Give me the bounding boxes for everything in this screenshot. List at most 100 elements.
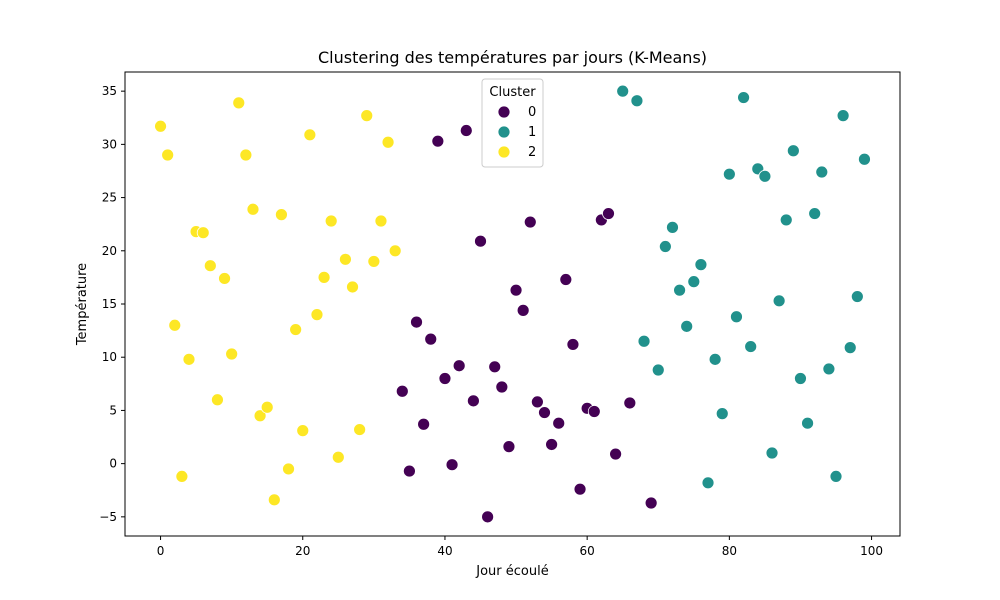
data-point-cluster-2 — [246, 202, 260, 216]
y-tick-label: −5 — [99, 510, 117, 524]
data-point-cluster-0 — [602, 207, 615, 220]
data-point-cluster-2 — [374, 214, 388, 228]
legend-label: 1 — [528, 125, 536, 140]
chart-title: Clustering des températures par jours (K… — [318, 48, 707, 67]
legend: Cluster 0 1 2 — [481, 78, 544, 168]
x-tick-label: 100 — [860, 544, 883, 558]
x-tick-label: 60 — [580, 544, 595, 558]
data-point-cluster-1 — [744, 340, 758, 353]
y-tick-label: 10 — [102, 350, 117, 364]
data-point-cluster-0 — [516, 303, 530, 317]
data-point-cluster-2 — [346, 280, 359, 294]
data-point-cluster-1 — [808, 207, 822, 220]
data-point-cluster-2 — [296, 424, 310, 438]
data-point-cluster-1 — [779, 213, 793, 227]
data-point-cluster-1 — [794, 372, 807, 385]
y-tick-label: 20 — [102, 244, 117, 258]
data-point-cluster-2 — [253, 409, 267, 423]
data-point-cluster-1 — [658, 240, 672, 253]
data-point-cluster-0 — [445, 458, 459, 472]
points-layer — [154, 84, 871, 524]
legend-label: 0 — [528, 105, 536, 120]
data-point-cluster-1 — [708, 352, 722, 366]
data-point-cluster-0 — [623, 396, 637, 410]
data-point-cluster-2 — [367, 255, 381, 268]
legend-label: 2 — [528, 145, 536, 160]
data-point-cluster-0 — [452, 359, 466, 373]
legend-marker — [497, 105, 511, 119]
data-point-cluster-1 — [829, 470, 843, 483]
data-point-cluster-0 — [488, 360, 502, 374]
data-point-cluster-1 — [843, 341, 857, 355]
data-point-cluster-0 — [403, 464, 416, 478]
x-tick-label: 40 — [437, 544, 452, 558]
data-point-cluster-0 — [573, 482, 587, 496]
data-point-cluster-2 — [324, 214, 338, 228]
data-point-cluster-1 — [680, 319, 694, 333]
data-point-cluster-0 — [395, 384, 409, 398]
data-point-cluster-0 — [609, 447, 622, 461]
data-point-cluster-2 — [175, 470, 189, 483]
data-point-cluster-2 — [203, 259, 217, 273]
data-point-cluster-1 — [772, 294, 786, 308]
y-tick-label: 15 — [102, 297, 117, 311]
data-point-cluster-1 — [687, 275, 701, 289]
legend-marker — [497, 125, 511, 139]
data-point-cluster-0 — [559, 273, 573, 286]
data-point-cluster-2 — [282, 462, 295, 476]
data-point-cluster-0 — [466, 394, 480, 408]
data-point-cluster-0 — [545, 438, 559, 451]
y-tick-label: 0 — [109, 457, 117, 471]
y-tick-label: 5 — [109, 403, 117, 417]
data-point-cluster-1 — [651, 363, 665, 377]
data-point-cluster-1 — [673, 283, 686, 297]
y-axis-title: Température — [75, 263, 90, 346]
y-axis: −5 0 5 10 15 20 25 30 35 — [99, 84, 125, 524]
y-tick-label: 30 — [102, 137, 117, 151]
data-point-cluster-1 — [786, 144, 800, 158]
data-point-cluster-2 — [388, 244, 402, 258]
data-point-cluster-1 — [858, 152, 871, 166]
data-point-cluster-2 — [154, 119, 167, 133]
data-point-cluster-2 — [303, 128, 317, 142]
data-point-cluster-0 — [410, 315, 423, 329]
data-point-cluster-0 — [587, 405, 601, 418]
data-point-cluster-2 — [339, 252, 352, 266]
data-point-cluster-1 — [822, 362, 836, 376]
data-point-cluster-2 — [331, 450, 345, 464]
data-point-cluster-2 — [211, 393, 224, 407]
data-point-cluster-1 — [701, 476, 715, 490]
legend-title: Cluster — [489, 85, 536, 100]
data-point-cluster-1 — [616, 84, 630, 98]
y-tick-label: 25 — [102, 191, 117, 205]
x-axis-title: Jour écoulé — [475, 564, 548, 579]
data-point-cluster-0 — [566, 338, 580, 351]
data-point-cluster-2 — [161, 148, 175, 162]
data-point-cluster-1 — [737, 91, 750, 104]
data-point-cluster-0 — [481, 510, 495, 524]
y-tick-label: 35 — [102, 84, 117, 98]
data-point-cluster-0 — [438, 372, 452, 385]
data-point-cluster-0 — [502, 440, 516, 454]
data-point-cluster-2 — [310, 308, 324, 322]
data-point-cluster-0 — [538, 406, 551, 419]
data-point-cluster-2 — [275, 208, 288, 222]
data-point-cluster-2 — [225, 347, 239, 361]
legend-frame — [481, 78, 544, 168]
data-point-cluster-1 — [730, 310, 743, 324]
data-point-cluster-2 — [317, 270, 331, 284]
data-point-cluster-2 — [168, 318, 182, 332]
data-point-cluster-0 — [495, 380, 509, 394]
data-point-cluster-2 — [353, 423, 367, 436]
data-point-cluster-1 — [637, 334, 651, 348]
data-point-cluster-0 — [509, 283, 523, 297]
data-point-cluster-0 — [552, 416, 566, 430]
data-point-cluster-1 — [715, 407, 729, 421]
data-point-cluster-0 — [431, 134, 445, 148]
x-tick-label: 80 — [722, 544, 737, 558]
data-point-cluster-1 — [815, 165, 829, 179]
legend-items: 0 1 2 — [497, 105, 536, 160]
data-point-cluster-2 — [267, 493, 281, 507]
data-point-cluster-2 — [360, 109, 374, 123]
